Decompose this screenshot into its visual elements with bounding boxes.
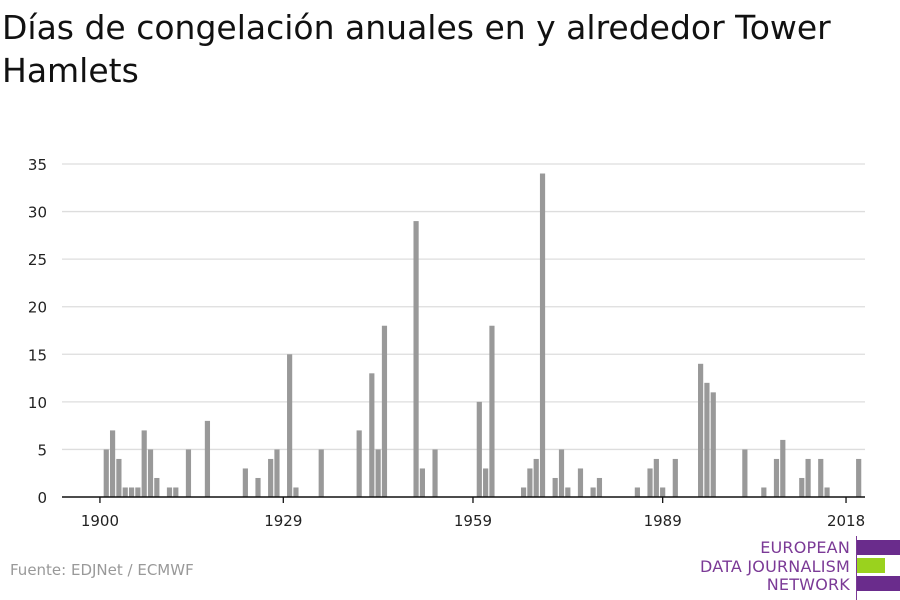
logo-divider	[856, 536, 857, 600]
bar-1974	[565, 487, 571, 497]
bar-1943	[369, 373, 375, 497]
bar-1961	[483, 468, 489, 497]
y-tick-label: 15	[28, 346, 47, 364]
bar-1997	[710, 392, 716, 497]
bar-1928	[274, 449, 280, 497]
x-axis	[62, 496, 865, 503]
bar-1970	[539, 173, 546, 497]
bar-1995	[698, 363, 704, 497]
bar-2015	[824, 487, 830, 497]
bar-1973	[558, 449, 565, 497]
bar-1911	[166, 487, 173, 497]
bar-1972	[552, 477, 558, 497]
y-tick-label: 35	[28, 156, 47, 174]
y-tick-label: 5	[37, 441, 47, 459]
bar-1901	[103, 449, 109, 497]
bar-1996	[704, 382, 710, 497]
y-tick-label: 25	[28, 251, 47, 269]
bar-1908	[147, 449, 154, 497]
bar-1925	[255, 477, 261, 497]
y-tick-label: 0	[37, 489, 47, 507]
bar-1941	[356, 430, 362, 497]
bar-1968	[527, 468, 533, 497]
bar-1927	[268, 458, 274, 497]
bar-1945	[381, 325, 388, 497]
bar-1944	[375, 449, 381, 497]
bar-1967	[520, 487, 527, 497]
bar-1902	[109, 430, 116, 497]
y-tick-label: 20	[28, 299, 47, 317]
bar-1904	[122, 487, 128, 497]
bar-1909	[154, 477, 160, 497]
bar-2005	[761, 487, 767, 497]
logo-line-european: EUROPEAN	[760, 538, 850, 557]
bar-1988	[653, 458, 659, 497]
bars	[103, 173, 862, 498]
bar-2007	[773, 458, 780, 497]
bar-1985	[634, 487, 640, 497]
x-tick-label: 1929	[264, 512, 302, 530]
x-tick-label: 1989	[644, 512, 682, 530]
source-note: Fuente: EDJNet / ECMWF	[10, 561, 194, 579]
bar-1931	[293, 487, 299, 497]
bar-1953	[432, 449, 438, 497]
bar-1903	[116, 458, 122, 497]
bar-1907	[141, 430, 147, 497]
gridlines	[62, 163, 865, 451]
bar-1951	[419, 468, 425, 497]
bar-1906	[135, 487, 141, 497]
x-tick-label: 1900	[81, 512, 119, 530]
bar-1989	[660, 487, 666, 497]
logo-line-network: NETWORK	[766, 575, 850, 594]
bar-1950	[413, 221, 419, 498]
x-axis-labels: 1900 1929 1959 1989 2018	[81, 512, 865, 530]
bar-2008	[780, 439, 786, 497]
bar-2012	[805, 458, 811, 497]
logo-bar-middle	[857, 558, 885, 573]
x-tick-label: 1959	[454, 512, 492, 530]
bar-1912	[173, 487, 179, 497]
bar-1987	[647, 468, 653, 497]
y-axis-labels: 0 5 10 15 20 25 30 35	[28, 156, 47, 507]
x-tick-label: 2018	[827, 512, 865, 530]
bar-2011	[799, 477, 805, 497]
bar-1914	[185, 449, 192, 497]
bar-1905	[128, 487, 135, 497]
bar-1935	[318, 449, 324, 497]
bar-1979	[596, 477, 603, 497]
logo-bar-top	[857, 540, 900, 555]
bar-1930	[287, 354, 293, 497]
bar-1969	[533, 458, 539, 497]
bar-1991	[672, 458, 678, 497]
y-tick-label: 30	[28, 204, 47, 222]
bar-1917	[204, 420, 211, 497]
logo-line-data-journalism: DATA JOURNALISM	[700, 557, 850, 576]
bar-1962	[489, 325, 495, 497]
bar-1978	[590, 487, 596, 497]
logo-bar-bottom	[857, 576, 900, 591]
bar-1960	[476, 401, 482, 497]
bar-2002	[742, 449, 748, 497]
chart-title: Días de congelación anuales en y alreded…	[2, 8, 831, 90]
bar-2014	[818, 458, 824, 497]
edjnet-logo[interactable]: EUROPEAN DATA JOURNALISM NETWORK	[700, 536, 900, 600]
bar-1976	[577, 468, 584, 497]
bar-1923	[242, 468, 248, 497]
bar-2020	[856, 458, 862, 497]
y-tick-label: 10	[28, 394, 47, 412]
